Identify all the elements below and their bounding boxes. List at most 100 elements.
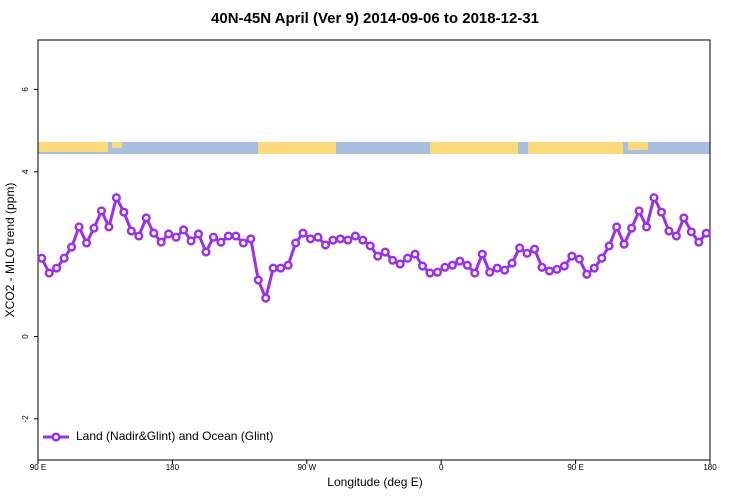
data-point	[44, 268, 54, 278]
x-tick-label: 180	[703, 463, 717, 472]
data-point	[649, 193, 659, 203]
data-point	[619, 239, 629, 249]
y-tick-label: 4	[21, 169, 30, 174]
data-point	[253, 275, 263, 285]
chart-title: 40N-45N April (Ver 9) 2014-09-06 to 2018…	[211, 10, 539, 27]
data-point	[320, 240, 331, 250]
data-point	[567, 251, 577, 261]
data-point	[186, 236, 196, 246]
data-point	[365, 241, 375, 251]
data-point	[343, 235, 353, 245]
data-point	[574, 254, 584, 264]
data-point	[276, 263, 286, 273]
data-point	[462, 260, 472, 270]
data-point	[335, 234, 345, 244]
data-point	[589, 263, 599, 273]
data-point	[96, 206, 107, 216]
legend-label: Land (Nadir&Glint) and Ocean (Glint)	[76, 429, 273, 443]
data-point	[238, 238, 248, 248]
data-point	[582, 269, 592, 279]
data-point	[373, 251, 383, 261]
data-point	[634, 206, 644, 216]
data-point	[350, 231, 360, 241]
data-point	[201, 247, 211, 257]
data-point	[664, 226, 674, 236]
data-point	[111, 193, 121, 203]
data-point	[612, 222, 622, 232]
data-point	[52, 263, 62, 273]
y-tick-label: -2	[21, 415, 30, 423]
land-band	[628, 142, 648, 150]
y-tick-label: 0	[21, 334, 30, 339]
data-point	[149, 228, 159, 238]
data-point	[515, 243, 525, 253]
data-point	[522, 248, 532, 258]
data-point	[552, 264, 562, 274]
data-point	[119, 207, 129, 217]
data-point	[193, 229, 204, 239]
y-tick-label: 6	[21, 87, 30, 92]
data-point	[179, 225, 189, 235]
data-point	[231, 231, 241, 241]
land-band	[528, 142, 623, 154]
plot-frame	[37, 39, 711, 461]
data-point	[694, 237, 704, 247]
data-point	[410, 249, 420, 259]
data-point	[627, 223, 637, 233]
data-point	[679, 213, 689, 223]
data-point	[328, 235, 338, 245]
data-point	[37, 253, 47, 263]
data-point	[134, 231, 144, 241]
x-axis-label: Longitude (deg E)	[327, 475, 422, 489]
data-point	[656, 207, 667, 217]
data-point	[223, 231, 233, 241]
data-point	[171, 232, 181, 242]
x-tick-label: 90 W	[297, 463, 316, 472]
data-point	[701, 228, 711, 238]
data-point	[432, 267, 443, 277]
data-point	[470, 268, 480, 278]
data-point	[477, 249, 487, 259]
data-point	[141, 213, 151, 223]
data-point	[537, 262, 547, 272]
data-point	[597, 253, 607, 263]
data-point	[81, 238, 92, 248]
data-point	[447, 260, 457, 270]
x-tick-label: 90 E	[30, 463, 46, 472]
data-point	[305, 234, 316, 244]
data-point	[67, 242, 77, 252]
data-point	[500, 265, 510, 275]
data-point	[358, 235, 368, 245]
data-point	[261, 293, 271, 303]
land-band	[430, 142, 518, 154]
data-point	[641, 222, 652, 232]
data-point	[216, 237, 226, 247]
data-point	[403, 253, 413, 263]
data-point	[529, 244, 540, 254]
x-tick-label: 90 E	[567, 463, 583, 472]
data-point	[440, 262, 450, 272]
data-point	[395, 259, 405, 269]
y-axis-label: XCO2 - MLO trend (ppm)	[3, 183, 17, 318]
land-band	[112, 142, 122, 148]
data-point	[671, 231, 681, 241]
data-point	[492, 263, 502, 273]
legend-marker	[51, 432, 61, 442]
land-band	[258, 142, 336, 154]
x-tick-label: 0	[439, 463, 444, 472]
data-point	[89, 223, 99, 233]
data-point	[455, 256, 465, 266]
data-point	[283, 260, 293, 270]
data-point	[604, 241, 614, 251]
data-point	[291, 238, 301, 248]
data-point	[425, 268, 435, 278]
data-point	[59, 253, 69, 263]
data-point	[417, 261, 428, 271]
data-point	[208, 232, 219, 242]
data-point	[156, 237, 166, 247]
data-point	[246, 234, 256, 244]
data-point	[74, 222, 84, 232]
data-point	[686, 227, 696, 237]
